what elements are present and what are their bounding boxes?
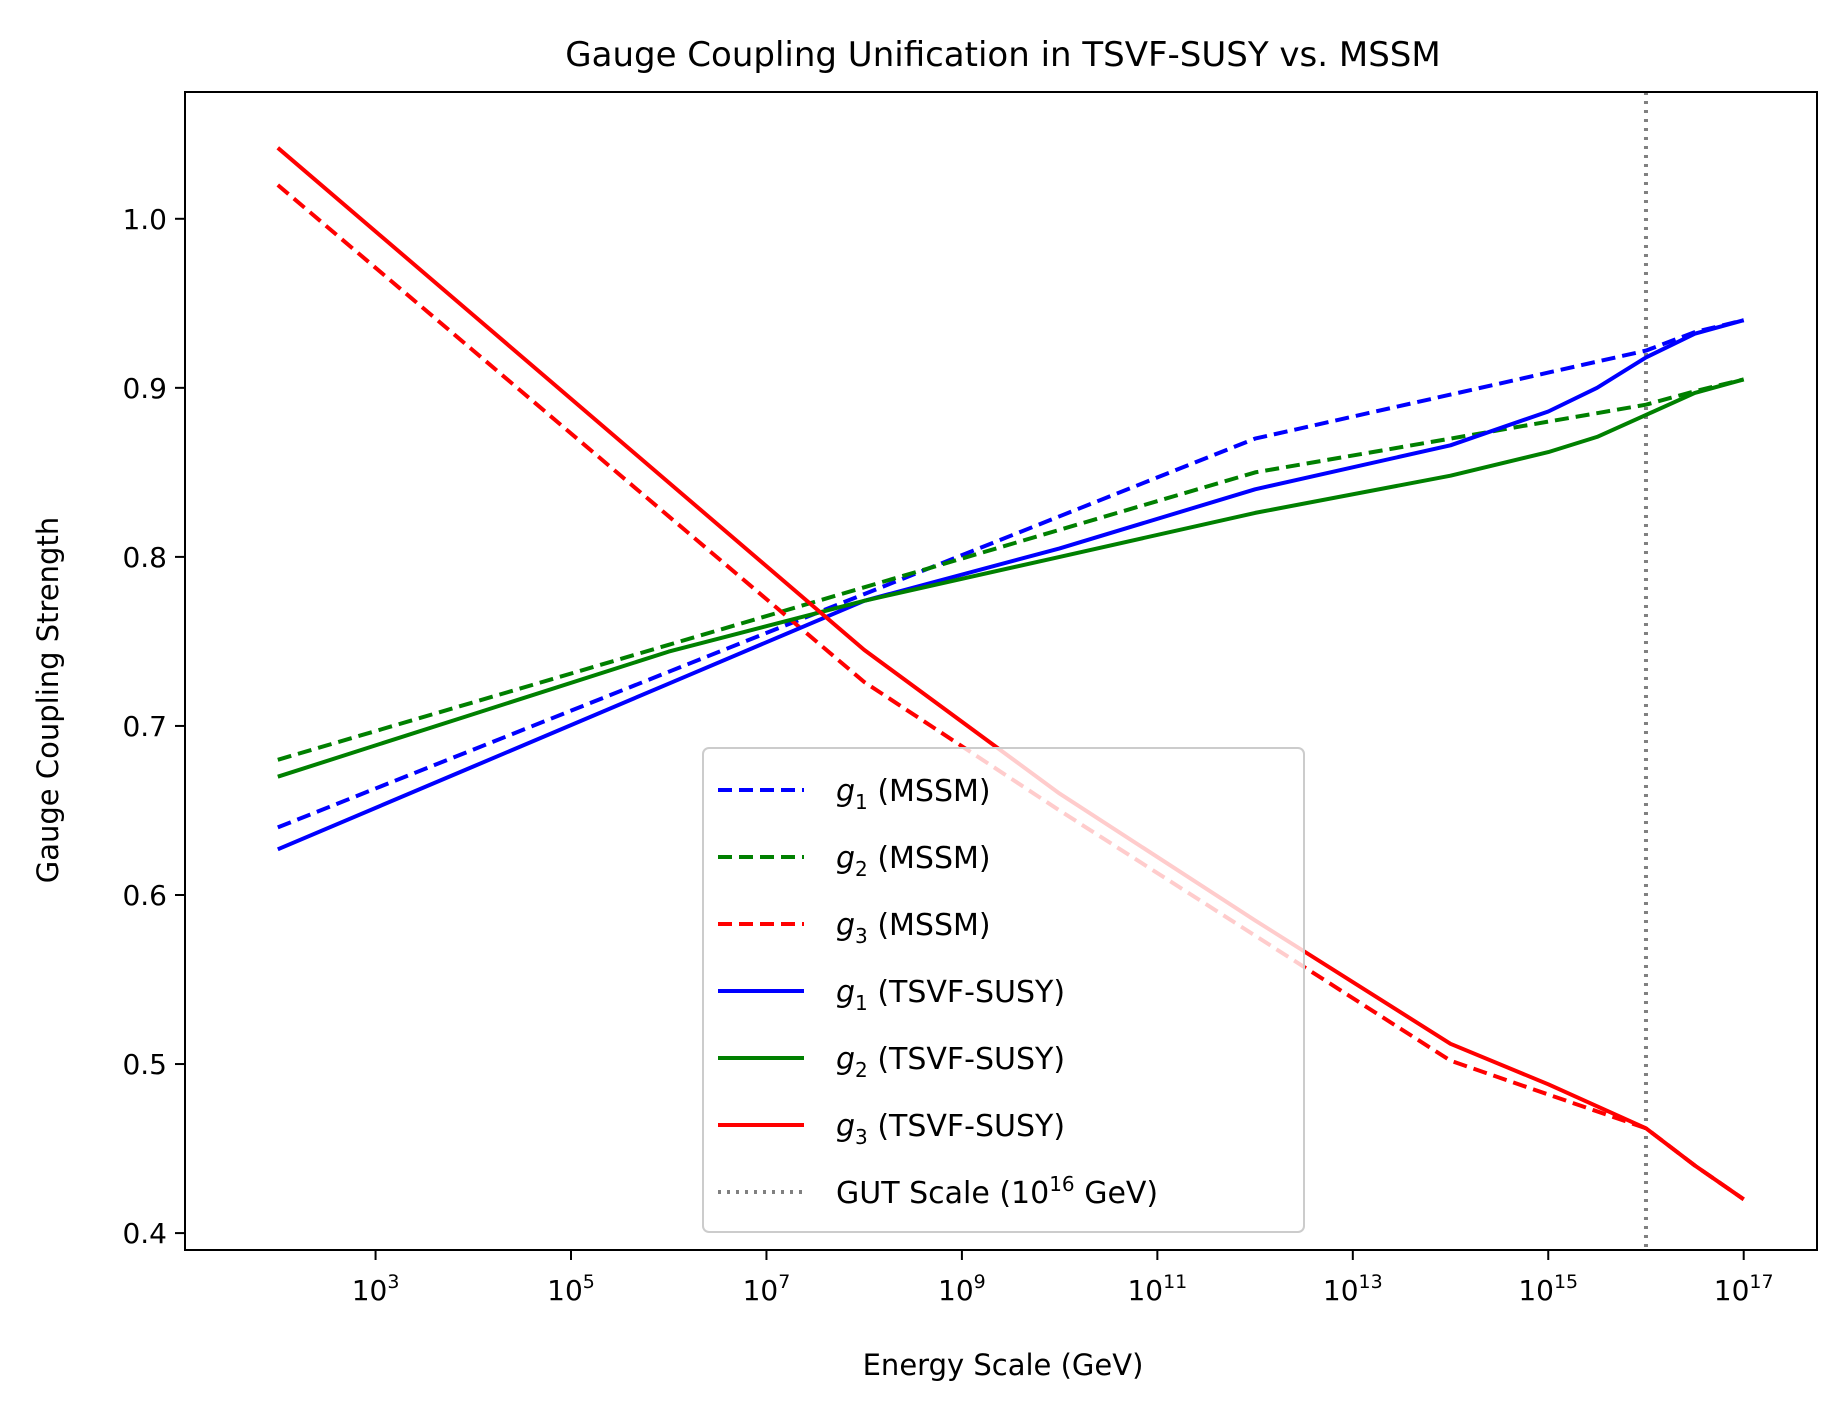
x-tick-label-exponent: 15 (1554, 1271, 1578, 1293)
legend-label: g3 (TSVF-SUSY) (836, 1109, 1065, 1149)
legend-box (702, 747, 1305, 1233)
x-tick-label-exponent: 17 (1749, 1271, 1773, 1293)
x-tick-label-base: 10 (352, 1274, 388, 1307)
y-tick-label: 0.8 (122, 541, 167, 574)
legend-label-symbol: g (836, 1109, 855, 1144)
legend-label-subscript: 1 (855, 991, 868, 1015)
legend-label-name: (MSSM) (868, 908, 991, 943)
x-tick-label-base: 10 (1127, 1274, 1163, 1307)
series-line-g2-tsvf-susy (277, 377, 1745, 779)
x-tick-label-exponent: 5 (583, 1271, 595, 1293)
x-tick-label: 1013 (1323, 1271, 1383, 1307)
y-tick-label: 0.6 (122, 879, 167, 912)
legend-label-symbol: g (836, 908, 855, 943)
series-line-g1-mssm (277, 318, 1745, 830)
legend-label: g1 (MSSM) (836, 774, 991, 814)
legend-label-subscript: 3 (855, 1125, 868, 1149)
plot-area (276, 92, 1745, 1250)
legend-label-subscript: 2 (855, 1058, 868, 1082)
x-tick-label-base: 10 (1323, 1274, 1359, 1307)
x-tick-label: 1011 (1127, 1271, 1187, 1307)
y-tick-label: 0.7 (122, 710, 167, 743)
legend-label: GUT Scale (1016 GeV) (836, 1172, 1158, 1211)
legend-label-symbol: g (836, 975, 855, 1010)
chart-title: Gauge Coupling Unification in TSVF-SUSY … (565, 35, 1440, 75)
y-tick-label: 0.5 (122, 1048, 167, 1081)
x-tick-label: 109 (938, 1271, 986, 1307)
y-axis-label: Gauge Coupling Strength (31, 517, 65, 883)
series-line-g2-mssm (277, 377, 1745, 762)
legend-label: g2 (MSSM) (836, 841, 991, 881)
x-tick-label: 103 (352, 1271, 400, 1307)
legend-label-name: (TSVF-SUSY) (868, 975, 1065, 1010)
legend-label-name: (MSSM) (868, 841, 991, 876)
x-tick-label-exponent: 13 (1359, 1271, 1383, 1293)
legend-label: g3 (MSSM) (836, 908, 991, 948)
x-tick-label-exponent: 3 (387, 1271, 399, 1293)
x-tick-label-exponent: 9 (974, 1271, 986, 1293)
x-tick-label-base: 10 (1714, 1274, 1750, 1307)
legend-label-subscript: 1 (855, 790, 868, 814)
x-tick-label-base: 10 (1518, 1274, 1554, 1307)
legend-label-symbol: g (836, 774, 855, 809)
legend-label-subscript: 2 (855, 857, 868, 881)
legend-label-suffix: GeV) (1075, 1176, 1158, 1211)
legend-label-symbol: g (836, 1042, 855, 1077)
legend-label-name: (TSVF-SUSY) (868, 1109, 1065, 1144)
legend-label: g2 (TSVF-SUSY) (836, 1042, 1065, 1082)
legend-label-name: (TSVF-SUSY) (868, 1042, 1065, 1077)
x-tick-label-exponent: 11 (1163, 1271, 1187, 1293)
legend-label: g1 (TSVF-SUSY) (836, 975, 1065, 1015)
x-tick-label-base: 10 (938, 1274, 974, 1307)
legend-label-symbol: g (836, 841, 855, 876)
x-tick-label-base: 10 (743, 1274, 779, 1307)
legend: g1 (MSSM)g2 (MSSM)g3 (MSSM)g1 (TSVF-SUSY… (702, 747, 1305, 1233)
legend-label-exponent: 16 (1049, 1172, 1074, 1196)
x-tick-label-exponent: 7 (778, 1271, 790, 1293)
plot-frame (184, 91, 1818, 1251)
x-tick-label: 1015 (1518, 1271, 1578, 1307)
x-axis-label: Energy Scale (GeV) (863, 1348, 1144, 1382)
y-tick-label: 0.9 (122, 372, 167, 405)
x-tick-label-base: 10 (547, 1274, 583, 1307)
legend-label-name: (MSSM) (868, 774, 991, 809)
x-tick-label: 105 (547, 1271, 595, 1307)
y-tick-label: 0.4 (122, 1217, 167, 1250)
series-line-g1-tsvf-susy (277, 318, 1745, 852)
y-tick-label: 1.0 (122, 203, 167, 236)
axes: 103 105 107 109 1011 1013 1015 10170.40.50.60.7… (122, 91, 1818, 1307)
legend-label-text: GUT Scale (10 (836, 1176, 1049, 1211)
x-tick-label: 1017 (1714, 1271, 1774, 1307)
legend-label-subscript: 3 (855, 924, 868, 948)
x-tick-label: 107 (743, 1271, 791, 1307)
